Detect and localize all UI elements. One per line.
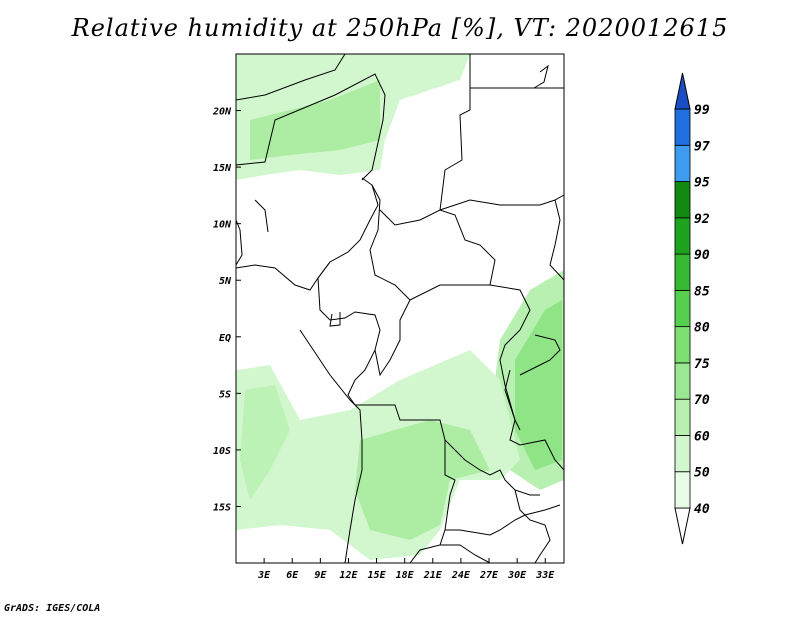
humidity-shading (236, 54, 564, 560)
lat-tick-label: 10N (213, 220, 232, 231)
colorbar-segment (674, 435, 691, 473)
grads-credit: GrADS: IGES/COLA (4, 603, 101, 614)
lon-tick-label: 27E (479, 570, 499, 581)
colorbar-high-arrow (674, 72, 691, 110)
colorbar-segment (674, 144, 691, 182)
lon-tick-label: 21E (423, 570, 443, 581)
lat-tick-label: 15N (213, 163, 232, 174)
lat-tick-label: 5N (219, 276, 232, 287)
lat-tick-label: 20N (212, 107, 232, 118)
colorbar-label: 90 (694, 248, 710, 263)
colorbar-segment (674, 362, 691, 400)
colorbar-label: 70 (694, 393, 710, 408)
shading-south-core (355, 420, 490, 540)
lon-tick-label: 24E (451, 570, 471, 581)
colorbar-label: 85 (694, 284, 710, 299)
colorbar-label: 95 (694, 176, 710, 191)
colorbar-label: 60 (694, 429, 710, 444)
latitude-ticks: 20N 15N 10N 5N EQ 5S 10S 15S (212, 107, 241, 513)
map-panel (235, 53, 565, 564)
shading-southwest (240, 385, 290, 500)
colorbar-label: 50 (694, 466, 710, 481)
colorbar-segment (674, 253, 691, 291)
colorbar-segment (674, 108, 691, 146)
colorbar-label: 92 (694, 212, 710, 227)
map-frame (235, 53, 565, 564)
colorbar-label: 99 (694, 103, 710, 118)
lat-tick-label: 15S (213, 502, 231, 513)
shading-north-core (250, 80, 380, 160)
colorbar-segment (674, 398, 691, 436)
colorbar-segment (674, 471, 691, 509)
colorbar-segment (674, 289, 691, 328)
colorbar-segment (674, 217, 691, 255)
lat-tick-label: 5S (219, 389, 231, 400)
colorbar-label: 40 (694, 502, 710, 517)
colorbar-low-arrow (674, 507, 691, 545)
longitude-ticks: 3E 6E 9E 12E 15E 18E 21E 24E 27E 30E 33E (257, 558, 555, 581)
colorbar: 40 50 60 70 75 80 85 90 92 95 97 99 (674, 72, 710, 545)
lat-tick-label: EQ (219, 333, 231, 344)
shading-east-core (515, 300, 562, 470)
country-borders (235, 53, 565, 564)
colorbar-label: 80 (694, 321, 710, 336)
lon-tick-label: 12E (339, 570, 358, 581)
lon-tick-label: 3E (257, 570, 271, 581)
lon-tick-label: 15E (368, 570, 387, 581)
map-title: Relative humidity at 250hPa [%], VT: 202… (71, 14, 729, 42)
colorbar-label: 75 (694, 357, 710, 372)
lon-tick-label: 9E (314, 570, 327, 581)
colorbar-segment (674, 181, 691, 219)
lon-tick-label: 33E (535, 570, 555, 581)
lon-tick-label: 6E (286, 570, 299, 581)
lon-tick-label: 30E (507, 570, 527, 581)
colorbar-segment (674, 326, 691, 364)
lat-tick-label: 10S (213, 446, 231, 457)
lon-tick-label: 18E (396, 570, 415, 581)
colorbar-label: 97 (694, 139, 710, 154)
